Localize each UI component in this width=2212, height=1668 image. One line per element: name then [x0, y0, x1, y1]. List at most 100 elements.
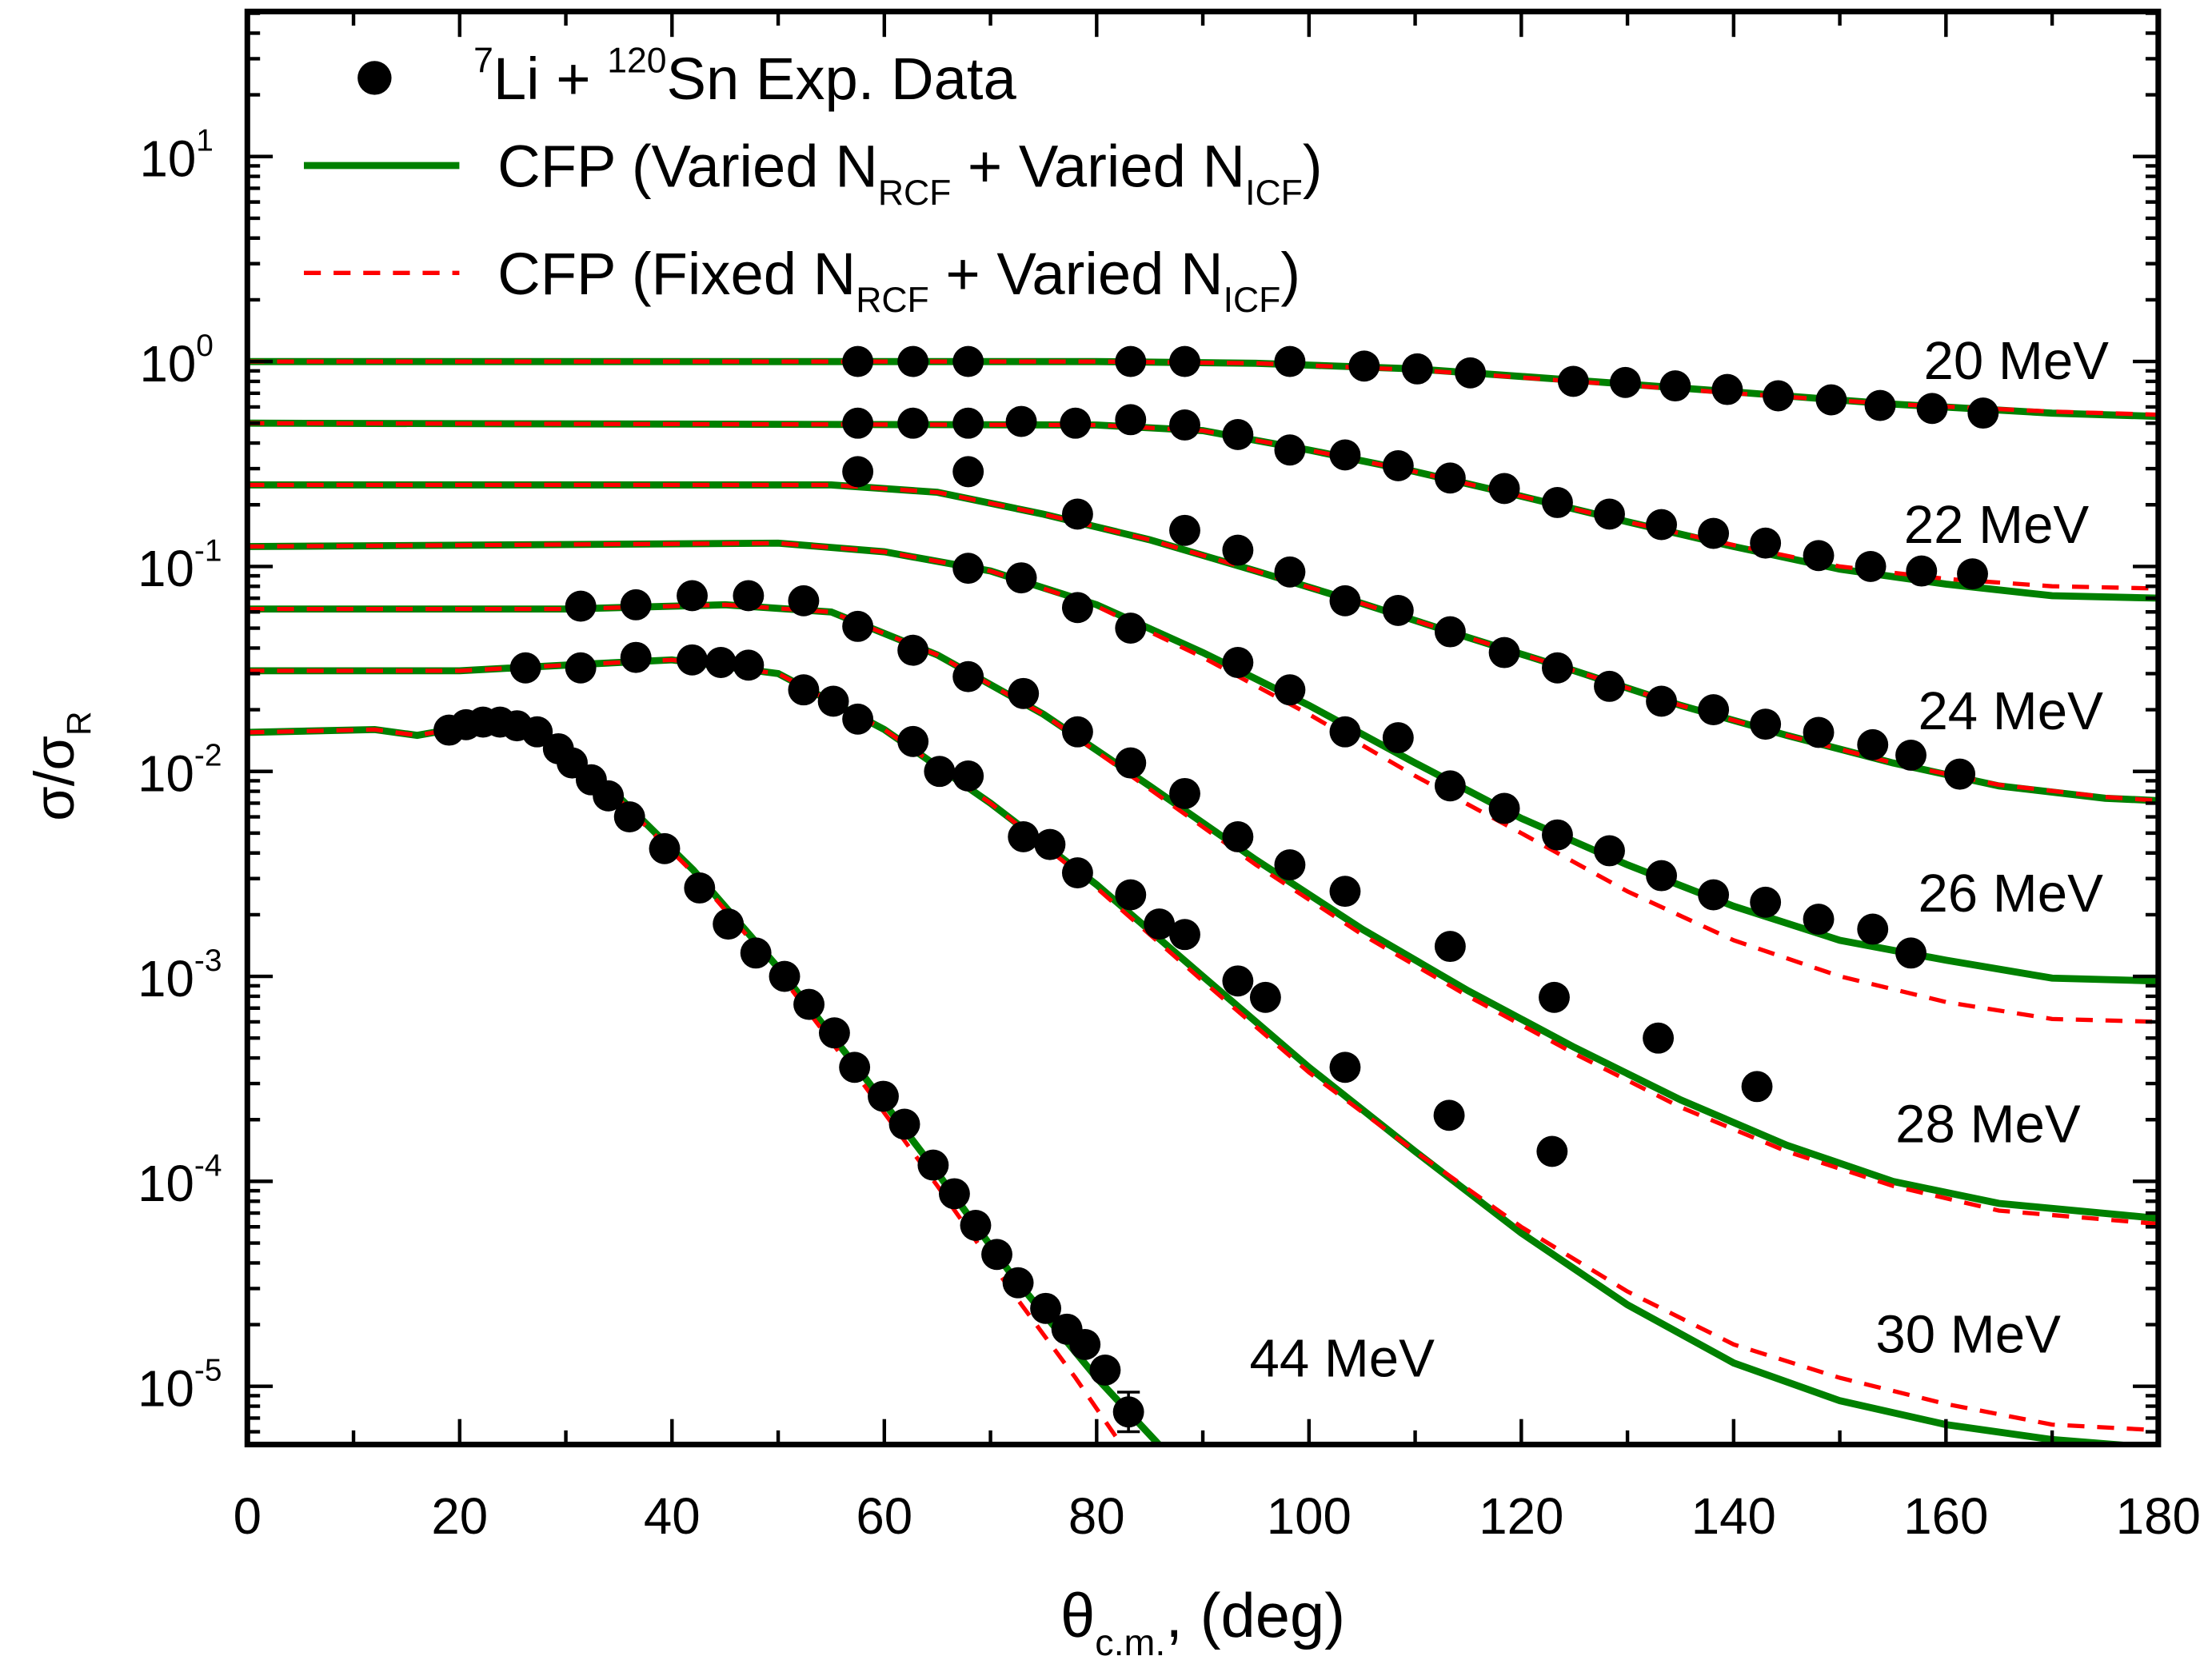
- data-point: [1061, 498, 1093, 530]
- fixed-curve-28-MeV: [247, 602, 2158, 1227]
- data-point: [1895, 739, 1927, 771]
- data-point: [1030, 1292, 1062, 1324]
- data-point: [733, 649, 765, 681]
- energy-label: 20 MeV: [1924, 331, 2110, 391]
- x-tick-label: 40: [644, 1488, 701, 1545]
- text-part: Li +: [493, 46, 607, 112]
- data-point: [1944, 758, 1976, 790]
- energy-label: 30 MeV: [1875, 1305, 2061, 1365]
- text-part: ): [1303, 134, 1323, 200]
- data-point: [1542, 819, 1573, 851]
- text-part: R: [60, 711, 98, 736]
- energy-label: 28 MeV: [1895, 1094, 2081, 1154]
- data-point: [952, 407, 984, 439]
- data-point: [1646, 685, 1677, 717]
- data-point: [1382, 722, 1414, 754]
- data-point: [1169, 777, 1200, 809]
- data-point: [1348, 350, 1380, 382]
- data-point: [1698, 517, 1730, 549]
- data-point: [705, 647, 737, 678]
- data-point: [1061, 716, 1093, 748]
- data-point: [1115, 613, 1147, 644]
- data-point: [677, 644, 708, 676]
- data-point: [817, 685, 849, 717]
- fixed-curve-30-MeV: [247, 657, 2158, 1433]
- data-point: [1698, 694, 1730, 726]
- x-tick-label: 140: [1691, 1488, 1776, 1545]
- y-tick-base: 10: [138, 1360, 194, 1417]
- energy-label: 24 MeV: [1918, 681, 2103, 741]
- data-point: [924, 756, 956, 788]
- data-point: [952, 456, 984, 488]
- experimental-points: [433, 345, 1999, 1434]
- legend-entry-fixed: CFP (Fixed NRCF​ + Varied NICF​): [497, 241, 1300, 320]
- x-tick-label: 80: [1068, 1488, 1125, 1545]
- y-tick-base: 10: [138, 1155, 194, 1212]
- data-point: [1711, 373, 1743, 405]
- data-point: [1069, 1328, 1101, 1360]
- x-tick-label: 0: [234, 1488, 262, 1545]
- varied-curve-28-MeV: [247, 601, 2158, 1223]
- data-point: [1222, 419, 1254, 450]
- data-point: [1434, 462, 1466, 494]
- data-point: [897, 345, 929, 377]
- y-tick-base: 10: [139, 130, 196, 187]
- data-point: [1274, 345, 1306, 377]
- energy-label: 44 MeV: [1249, 1329, 1435, 1389]
- data-point: [684, 872, 716, 904]
- data-point: [620, 589, 652, 621]
- data-point: [1222, 534, 1254, 566]
- data-point: [1594, 670, 1625, 702]
- text-part: CFP (Varied N: [497, 134, 878, 200]
- y-tick-label: 10-2: [138, 739, 222, 803]
- y-tick-label: 10-4: [138, 1148, 222, 1212]
- data-point: [842, 407, 874, 439]
- y-tick-exponent: -4: [194, 1148, 222, 1183]
- data-point: [1594, 835, 1625, 867]
- data-point: [897, 634, 929, 666]
- data-point: [1169, 409, 1200, 441]
- y-tick-base: 10: [138, 541, 194, 597]
- x-tick-label: 60: [856, 1488, 912, 1545]
- data-point: [842, 610, 874, 642]
- text-part: + Varied N: [929, 241, 1224, 307]
- data-point: [1115, 879, 1147, 911]
- data-point: [1857, 913, 1889, 945]
- x-tick-label: 20: [431, 1488, 488, 1545]
- y-tick-base: 10: [139, 336, 196, 393]
- data-point: [1803, 540, 1835, 572]
- data-point: [1488, 792, 1520, 824]
- data-point: [1249, 981, 1281, 1013]
- data-point: [1115, 747, 1147, 779]
- data-point: [620, 641, 652, 673]
- data-point: [952, 553, 984, 585]
- data-point: [1763, 380, 1795, 412]
- data-point: [981, 1239, 1012, 1271]
- data-point: [1169, 514, 1200, 546]
- theory-curves: [247, 357, 2158, 1445]
- data-point: [649, 832, 681, 864]
- data-point: [1906, 555, 1938, 587]
- data-point: [917, 1149, 949, 1181]
- data-point: [1401, 353, 1433, 385]
- text-part: ICF: [1224, 281, 1281, 320]
- varied-curve-30-MeV: [247, 656, 2158, 1445]
- data-point: [1089, 1354, 1121, 1386]
- data-point: [952, 345, 984, 377]
- data-point: [1434, 770, 1466, 802]
- data-point: [1594, 498, 1625, 530]
- y-tick-label: 10-1: [138, 533, 222, 597]
- energy-labels: 20 MeV 22 MeV 24 MeV 26 MeV 28 MeV 30 MeV 44 M…: [1249, 331, 2109, 1389]
- data-point: [1329, 716, 1361, 748]
- data-point: [897, 407, 929, 439]
- text-part: RCF: [856, 281, 929, 320]
- y-tick-label: 10-3: [138, 944, 222, 1008]
- data-point: [1698, 879, 1730, 911]
- data-point: [1895, 937, 1927, 969]
- y-tick-exponent: -3: [194, 944, 222, 978]
- data-point: [1750, 708, 1782, 740]
- energy-label: 26 MeV: [1918, 864, 2103, 924]
- data-point: [1855, 550, 1887, 582]
- data-point: [1274, 556, 1306, 588]
- data-point: [1329, 876, 1361, 908]
